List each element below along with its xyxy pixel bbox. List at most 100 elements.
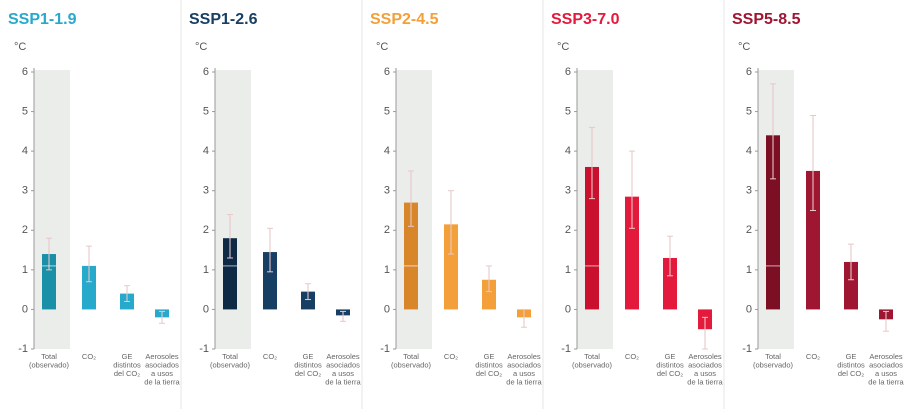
error-bar xyxy=(267,227,273,273)
error-bar xyxy=(408,170,414,227)
x-tick-label: Total (observado) xyxy=(391,352,432,370)
x-tick-label: CO₂ xyxy=(263,352,277,361)
y-tick-label: 2 xyxy=(22,224,28,236)
x-tick-label: Aerosoles asociados a usos de la tierra xyxy=(144,352,180,387)
x-tick-label: GE distintos del CO₂ xyxy=(294,352,322,378)
panel-title: SSP5-8.5 xyxy=(732,11,801,28)
panel: SSP1-2.6 °C -1 0 1 2 3 4 5 6 Total (observado) CO₂ GE… xyxy=(180,0,362,409)
panel-title: SSP1-1.9 xyxy=(8,11,77,28)
y-tick-label: 4 xyxy=(22,145,28,157)
bar xyxy=(263,252,277,310)
y-tick-label: 0 xyxy=(384,303,390,315)
y-tick-label: 1 xyxy=(22,264,28,276)
y-tick-label: 5 xyxy=(384,105,390,117)
panel: SSP5-8.5 °C -1 0 1 2 3 4 5 6 Total (observado) CO₂ GE… xyxy=(723,0,905,409)
y-tick-label: 6 xyxy=(565,66,571,78)
panel: SSP2-4.5 °C -1 0 1 2 3 4 5 6 Total (observado) CO₂ GE… xyxy=(361,0,543,409)
bar xyxy=(663,257,677,310)
y-tick-label: 3 xyxy=(22,185,28,197)
error-bar xyxy=(810,115,816,211)
unit-label: °C xyxy=(195,41,207,53)
y-tick-label: 3 xyxy=(203,185,209,197)
unit-label: °C xyxy=(376,41,388,53)
error-bar xyxy=(848,243,854,281)
error-bar xyxy=(667,235,673,277)
bar xyxy=(482,279,496,310)
y-tick-label: 5 xyxy=(22,105,28,117)
y-tick-label: 2 xyxy=(565,224,571,236)
y-tick-label: 5 xyxy=(203,105,209,117)
y-tick-label: 1 xyxy=(565,264,571,276)
x-tick-label: Total (observado) xyxy=(753,352,794,370)
y-tick-label: 6 xyxy=(746,66,752,78)
error-bar xyxy=(340,310,346,322)
panel: SSP3-7.0 °C -1 0 1 2 3 4 5 6 Total (observado) CO₂ GE… xyxy=(542,0,724,409)
x-tick-label: CO₂ xyxy=(82,352,96,361)
error-bar xyxy=(883,310,889,332)
bar xyxy=(301,291,315,310)
unit-label: °C xyxy=(14,41,26,53)
bar xyxy=(223,238,237,310)
x-tick-label: Total (observado) xyxy=(210,352,251,370)
bar xyxy=(404,202,418,310)
y-tick-label: 6 xyxy=(203,66,209,78)
y-tick-label: 3 xyxy=(565,185,571,197)
y-tick-label: 3 xyxy=(746,185,752,197)
error-bar xyxy=(589,126,595,200)
error-bar xyxy=(227,213,233,259)
panel: SSP1-1.9 °C -1 0 1 2 3 4 5 6 Total (observado) CO₂ GE… xyxy=(8,11,181,386)
y-tick-label: 2 xyxy=(746,224,752,236)
y-tick-label: 5 xyxy=(746,105,752,117)
x-tick-label: Aerosoles asociados a usos de la tierra xyxy=(506,352,542,387)
bar xyxy=(444,224,458,310)
bar xyxy=(844,261,858,310)
unit-label: °C xyxy=(557,41,569,53)
panel-title: SSP2-4.5 xyxy=(370,11,439,28)
error-bar xyxy=(86,245,92,283)
error-bar xyxy=(702,316,708,350)
y-tick-label: 1 xyxy=(746,264,752,276)
error-bar xyxy=(448,190,454,255)
y-tick-label: 4 xyxy=(203,145,209,157)
x-tick-label: GE distintos del CO₂ xyxy=(113,352,141,378)
x-tick-label: Aerosoles asociados a usos de la tierra xyxy=(325,352,361,387)
bar xyxy=(42,254,56,310)
y-tick-label: 4 xyxy=(746,145,752,157)
x-tick-label: CO₂ xyxy=(444,352,458,361)
y-tick-label: 0 xyxy=(746,303,752,315)
y-tick-label: 3 xyxy=(384,185,390,197)
y-tick-label: 2 xyxy=(203,224,209,236)
error-bar xyxy=(629,150,635,229)
y-tick-label: 6 xyxy=(22,66,28,78)
x-tick-label: CO₂ xyxy=(625,352,639,361)
y-tick-label: 0 xyxy=(203,303,209,315)
error-bar xyxy=(159,310,165,324)
error-bar xyxy=(486,265,492,293)
y-tick-label: -1 xyxy=(199,343,209,355)
x-tick-label: CO₂ xyxy=(806,352,820,361)
error-bar xyxy=(770,83,776,180)
y-tick-label: 6 xyxy=(384,66,390,78)
y-tick-label: 5 xyxy=(565,105,571,117)
y-tick-label: 1 xyxy=(203,264,209,276)
error-bar xyxy=(46,237,52,271)
y-tick-label: 1 xyxy=(384,264,390,276)
panel-title: SSP1-2.6 xyxy=(189,11,258,28)
x-tick-label: GE distintos del CO₂ xyxy=(475,352,503,378)
y-tick-label: 4 xyxy=(565,145,571,157)
error-bar xyxy=(124,285,130,303)
x-tick-label: Total (observado) xyxy=(29,352,70,370)
y-tick-label: 0 xyxy=(565,303,571,315)
error-bar xyxy=(305,283,311,301)
bar xyxy=(82,265,96,310)
x-tick-label: GE distintos del CO₂ xyxy=(656,352,684,378)
x-tick-label: Aerosoles asociados a usos de la tierra xyxy=(868,352,904,387)
bar xyxy=(625,196,639,310)
y-tick-label: 2 xyxy=(384,224,390,236)
x-tick-label: Total (observado) xyxy=(572,352,613,370)
y-tick-label: -1 xyxy=(380,343,390,355)
y-tick-label: -1 xyxy=(18,343,28,355)
y-tick-label: 0 xyxy=(22,303,28,315)
y-tick-label: -1 xyxy=(561,343,571,355)
